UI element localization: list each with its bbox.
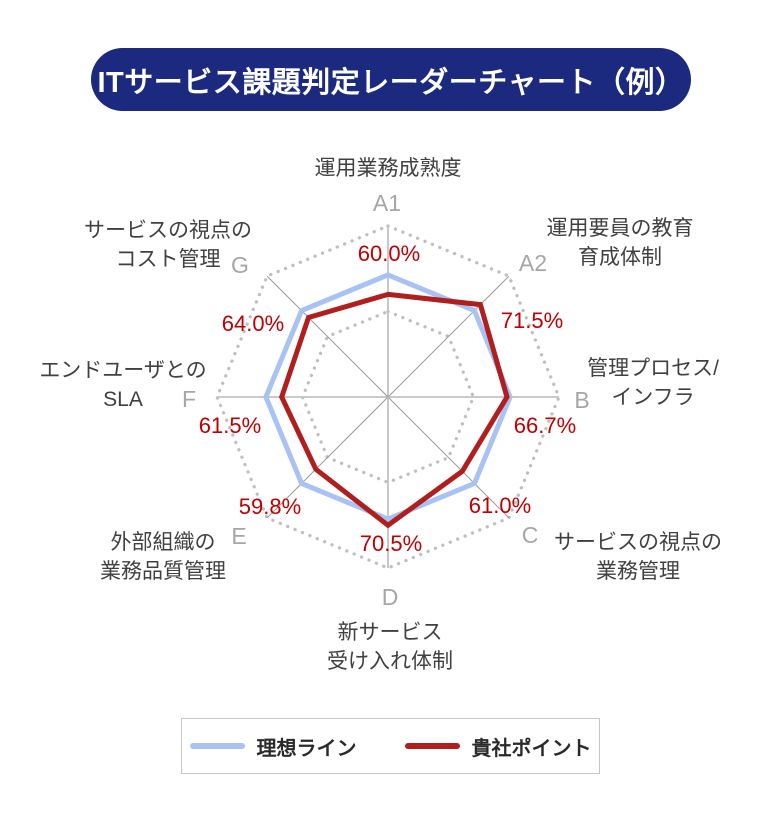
- axis-category-label: 業務品質管理: [100, 560, 226, 583]
- axis-category-label: 受け入れ体制: [327, 650, 453, 673]
- page-title: ITサービス課題判定レーダーチャート（例）: [97, 66, 685, 99]
- axis-category-label: 管理プロセス/: [587, 357, 719, 380]
- axis-letter-label: G: [231, 252, 249, 278]
- axis-category-label: サービスの視点の: [554, 531, 722, 554]
- axis-category-label: 新サービス: [338, 621, 443, 644]
- axis-category-label: 運用業務成熟度: [315, 157, 462, 180]
- value-label: 70.5%: [360, 531, 422, 556]
- axis-category-label: SLA: [103, 388, 143, 411]
- axis-category-label: 外部組織の: [111, 531, 216, 554]
- axis-spoke: [266, 396, 389, 519]
- legend: 理想ライン 貴社ポイント: [181, 718, 600, 774]
- axis-letter-label: A1: [373, 190, 401, 216]
- axis-spoke: [387, 275, 510, 398]
- axis-category-label: 運用要員の教育: [547, 217, 694, 240]
- legend-label-ideal: 理想ライン: [256, 737, 357, 760]
- axis-category-label: サービスの視点の: [84, 219, 252, 242]
- axis-category-label: コスト管理: [116, 248, 221, 271]
- company-line-swatch: [404, 743, 460, 749]
- axis-spoke: [266, 275, 389, 398]
- axis-letter-label: A2: [519, 250, 547, 276]
- axis-category-label: 業務管理: [596, 560, 680, 583]
- axis-category-label: インフラ: [611, 386, 694, 409]
- legend-item-company: 貴社ポイント: [404, 732, 592, 761]
- value-label: 71.5%: [501, 308, 563, 333]
- legend-label-company: 貴社ポイント: [471, 737, 592, 760]
- value-label: 61.5%: [199, 413, 261, 438]
- axis-letter-label: C: [522, 522, 539, 548]
- value-label: 61.0%: [469, 493, 531, 518]
- axis-category-label: 育成体制: [578, 246, 662, 269]
- axis-letter-label: F: [182, 386, 196, 412]
- grid-ring: [215, 224, 561, 570]
- axis-spoke: [387, 396, 510, 519]
- axis-letter-label: E: [231, 523, 246, 549]
- value-label: 60.0%: [358, 241, 420, 266]
- legend-item-ideal: 理想ライン: [189, 732, 357, 761]
- value-label: 64.0%: [222, 311, 284, 336]
- value-label: 66.7%: [514, 413, 576, 438]
- axis-letter-label: D: [382, 584, 399, 610]
- company-polygon: [279, 291, 510, 529]
- axis-category-label: エンドユーザとの: [39, 359, 206, 382]
- grid-ring: [300, 309, 476, 485]
- ideal-line-swatch: [189, 743, 245, 749]
- value-label: 59.8%: [239, 494, 301, 519]
- title-banner: ITサービス課題判定レーダーチャート（例）: [91, 48, 691, 111]
- axis-letter-label: B: [574, 387, 589, 413]
- ideal-polygon: [263, 272, 513, 522]
